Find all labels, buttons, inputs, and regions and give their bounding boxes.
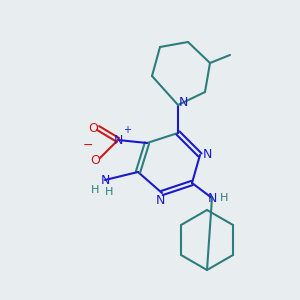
- Text: N: N: [202, 148, 212, 161]
- Text: N: N: [207, 191, 217, 205]
- Text: H: H: [105, 187, 113, 197]
- Text: N: N: [178, 95, 188, 109]
- Text: N: N: [155, 194, 165, 206]
- Text: O: O: [90, 154, 100, 166]
- Text: N: N: [113, 134, 123, 146]
- Text: H: H: [91, 185, 99, 195]
- Text: +: +: [123, 125, 131, 135]
- Text: H: H: [220, 193, 228, 203]
- Text: N: N: [100, 173, 110, 187]
- Text: −: −: [83, 139, 93, 152]
- Text: O: O: [88, 122, 98, 134]
